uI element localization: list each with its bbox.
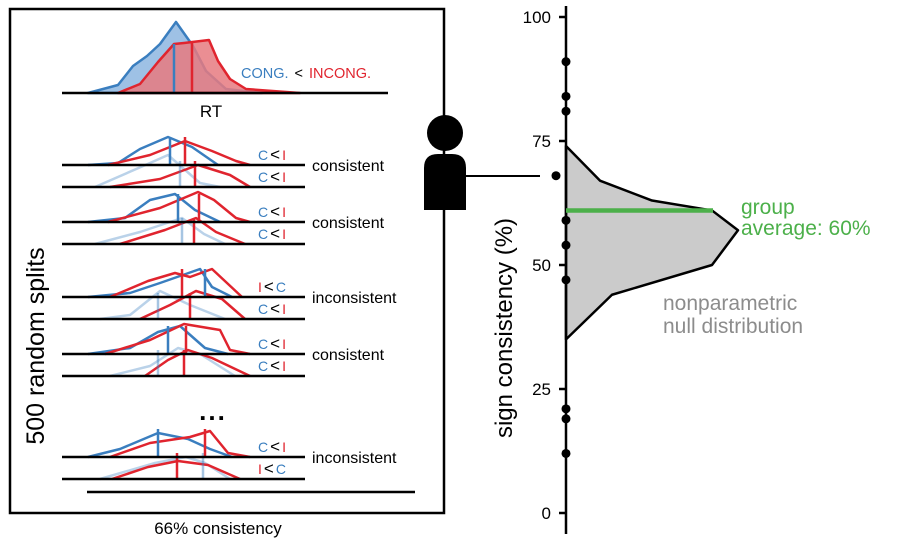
y-tick-label: 50 — [532, 256, 551, 275]
rt-axis-label: RT — [200, 102, 222, 121]
split-row: C < I C < I consistent — [62, 135, 385, 189]
split-bottom-congruent-curve — [94, 216, 226, 246]
y-axis-label: sign consistency (%) — [491, 218, 518, 438]
split-top-order-label: C < I — [258, 145, 286, 164]
subject-point — [561, 404, 571, 414]
splits-panel-frame — [8, 7, 446, 515]
y-tick-label: 75 — [532, 132, 551, 151]
split-top-incongruent-curve — [104, 322, 251, 356]
split-bottom-incongruent-curve — [139, 289, 246, 321]
split-consistency-label: inconsistent — [312, 290, 397, 307]
split-bottom-congruent-curve — [109, 346, 236, 378]
split-top-order-label: C < I — [258, 334, 286, 353]
split-row: C < I C < I consistent — [62, 190, 385, 246]
split-top-order-label: C < I — [258, 202, 286, 221]
split-consistency-label: consistent — [312, 215, 385, 232]
subject-point — [561, 275, 571, 285]
random-splits-label: 500 random splits — [22, 247, 50, 444]
y-axis-ticks: 0 25 50 75 100 — [523, 8, 566, 523]
subject-point — [561, 57, 571, 67]
split-bottom-order-label: C < I — [258, 299, 286, 318]
split-consistency-label: consistent — [312, 347, 385, 364]
split-bottom-incongruent-curve — [119, 216, 246, 246]
legend-text: CONG. < INCONG. — [241, 66, 371, 82]
split-top-order-label: C < I — [258, 437, 286, 456]
split-row: I < C C < I inconsistent — [62, 267, 397, 321]
split-bottom-congruent-curve — [94, 153, 221, 189]
split-top-congruent-curve — [87, 267, 233, 299]
split-bottom-order-label: C < I — [258, 167, 286, 186]
split-bottom-order-label: C < I — [258, 224, 286, 243]
split-consistency-label: inconsistent — [312, 450, 397, 467]
split-bottom-incongruent-curve — [144, 348, 251, 378]
overall-rt-distributions — [62, 20, 388, 95]
legend-less-than: < — [295, 66, 303, 82]
group-average-label-line1: group — [741, 196, 795, 219]
subject-points — [551, 57, 571, 458]
split-top-incongruent-curve — [107, 139, 251, 167]
split-top-incongruent-curve — [107, 190, 251, 224]
split-bottom-order-label: I < C — [258, 459, 286, 478]
subject-point — [561, 91, 571, 101]
legend-cong: CONG. — [241, 66, 289, 82]
person-head — [427, 115, 463, 151]
subject-point — [561, 414, 571, 424]
null-label-line1: nonparametric — [663, 292, 797, 315]
split-top-incongruent-curve — [109, 429, 251, 459]
person-body — [424, 154, 466, 210]
highlighted-subject-point — [551, 171, 561, 181]
subject-point — [561, 240, 571, 250]
subject-point — [561, 106, 571, 116]
split-consistency-label: consistent — [312, 158, 385, 175]
split-bottom-order-label: C < I — [258, 356, 286, 375]
legend-incong: INCONG. — [309, 66, 371, 82]
y-tick-label: 100 — [523, 8, 551, 27]
split-row: C < I I < C inconsistent — [62, 429, 397, 481]
null-distribution-shape — [564, 144, 740, 341]
person-icon — [424, 115, 466, 210]
y-tick-label: 25 — [532, 380, 551, 399]
split-top-order-label: I < C — [258, 277, 286, 296]
ellipsis: ... — [199, 396, 227, 426]
subject-point — [561, 448, 571, 458]
split-row: C < I C < I consistent — [62, 322, 385, 378]
incongruent-distribution — [116, 38, 302, 95]
group-average-label-line2: average: 60% — [741, 217, 871, 240]
consistency-footer: 66% consistency — [154, 519, 282, 538]
null-label-line2: null distribution — [663, 315, 803, 338]
y-tick-label: 0 — [542, 504, 551, 523]
split-rows: C < I C < I consistent C < I C < I consistent I < C C < I in… — [62, 135, 397, 481]
split-top-congruent-curve — [87, 431, 233, 459]
split-top-congruent-curve — [87, 324, 229, 356]
subject-point — [561, 215, 571, 225]
split-bottom-congruent-curve — [99, 289, 226, 321]
